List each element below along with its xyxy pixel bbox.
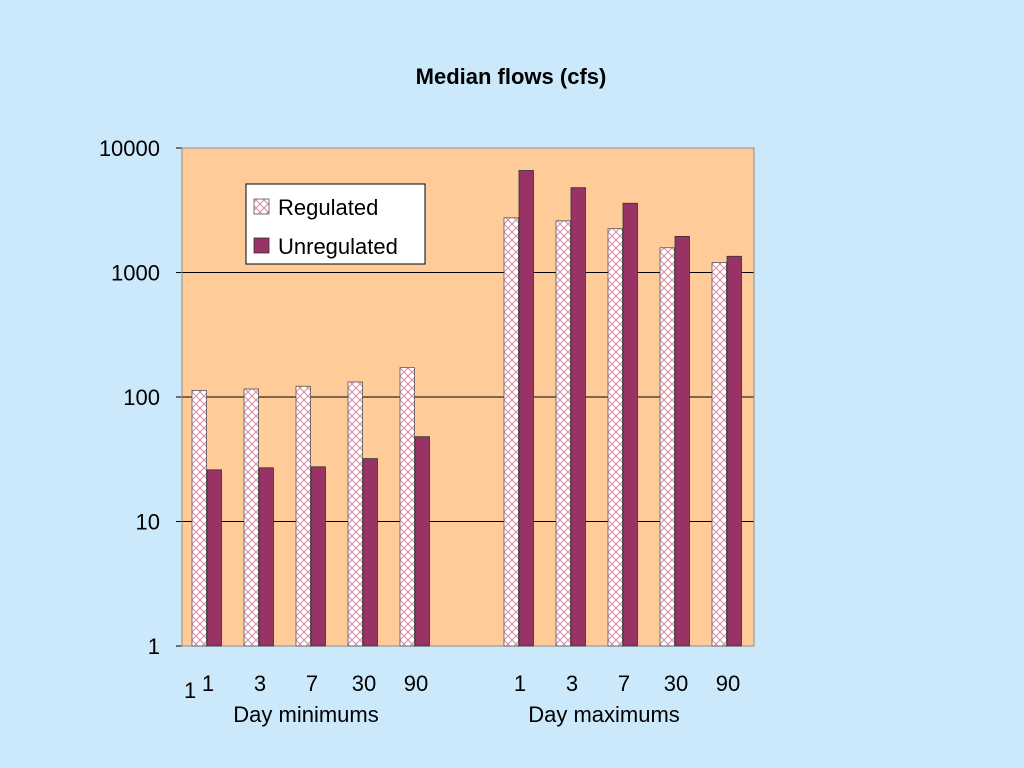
- x-tick-label: 90: [404, 671, 428, 696]
- bar-unregulated: [362, 458, 378, 647]
- y-tick-label: 1000: [111, 261, 160, 286]
- legend-label-unregulated: Unregulated: [278, 234, 398, 259]
- bar-regulated: [243, 388, 259, 647]
- x-tick-label: 3: [566, 671, 578, 696]
- bar-regulated: [295, 385, 311, 647]
- legend-box: [245, 183, 426, 265]
- plot-area: 1 10 100 1000 10000 1 3 7 30 90 Day minimums 1 3 7 30 9…: [99, 136, 755, 727]
- x-group-label: Day maximums: [528, 702, 680, 727]
- bar-unregulated: [726, 255, 742, 647]
- x-tick-label: 1: [514, 671, 526, 696]
- bar-unregulated: [258, 467, 274, 647]
- y-tick-label: 10: [136, 510, 160, 535]
- x-tick-label: 30: [664, 671, 688, 696]
- x-tick-label: 7: [618, 671, 630, 696]
- bar-unregulated: [674, 235, 690, 647]
- bar-unregulated: [570, 187, 586, 647]
- x-tick-label: 3: [254, 671, 266, 696]
- bar-regulated: [711, 262, 727, 647]
- bar-unregulated: [518, 170, 534, 647]
- legend-label-regulated: Regulated: [278, 195, 378, 220]
- plot-border: [181, 147, 755, 647]
- x-tick-label: 30: [352, 671, 376, 696]
- x-tick-label: 90: [716, 671, 740, 696]
- legend-swatch-regulated: [253, 198, 270, 215]
- bar-unregulated: [414, 436, 430, 647]
- bar-regulated: [607, 228, 623, 647]
- bar-regulated: [659, 247, 675, 647]
- bar-regulated: [555, 220, 571, 647]
- bar-regulated: [347, 381, 363, 647]
- bar-regulated: [399, 367, 415, 647]
- x-tick-label: 7: [306, 671, 318, 696]
- x-tick-label: 1: [202, 671, 214, 696]
- legend-swatch-unregulated: [253, 237, 270, 254]
- x-stray-label: 1: [184, 678, 196, 703]
- chart-title: Median flows (cfs): [416, 64, 607, 89]
- bar-regulated: [191, 389, 207, 647]
- y-tick-label: 10000: [99, 136, 160, 161]
- bar-unregulated: [622, 202, 638, 647]
- bar-regulated: [503, 217, 519, 647]
- y-tick-label: 100: [123, 385, 160, 410]
- x-group-label: Day minimums: [233, 702, 378, 727]
- y-tick-label: 1: [148, 634, 160, 659]
- bar-unregulated: [310, 466, 326, 647]
- bar-unregulated: [206, 469, 222, 647]
